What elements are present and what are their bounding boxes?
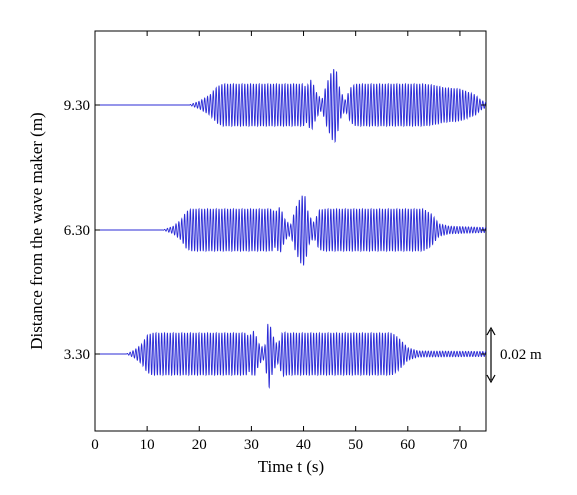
y-tick-label: 6.30 [64, 223, 90, 239]
y-tick-label: 3.30 [64, 347, 90, 363]
scale-bar: 0.02 m [486, 326, 542, 384]
series-group [95, 69, 487, 389]
x-axis-label: Time t (s) [258, 457, 324, 476]
x-tick-label: 50 [348, 437, 363, 453]
y-tick-label: 9.30 [64, 98, 90, 114]
x-tick-label: 10 [140, 437, 155, 453]
x-tick-label: 40 [296, 437, 311, 453]
x-tick-label: 20 [192, 437, 207, 453]
series-line-3.30 [95, 323, 487, 389]
y-axis-label: Distance from the wave maker (m) [27, 112, 46, 349]
x-tick-label: 30 [244, 437, 259, 453]
x-tick-label: 70 [452, 437, 467, 453]
x-tick-label: 60 [400, 437, 415, 453]
x-tick-label: 0 [91, 437, 99, 453]
scale-bar-arrow-down [486, 374, 496, 384]
scale-bar-label: 0.02 m [500, 347, 542, 363]
y-axis-ticks: 3.30 6.30 9.30 [64, 98, 486, 363]
series-line-9.30 [95, 69, 487, 144]
plot-frame [94, 30, 487, 432]
scale-bar-arrow-up [486, 326, 496, 336]
series-line-6.30 [95, 195, 487, 266]
x-axis-ticks: 0 10 20 30 40 50 60 70 [91, 31, 467, 453]
